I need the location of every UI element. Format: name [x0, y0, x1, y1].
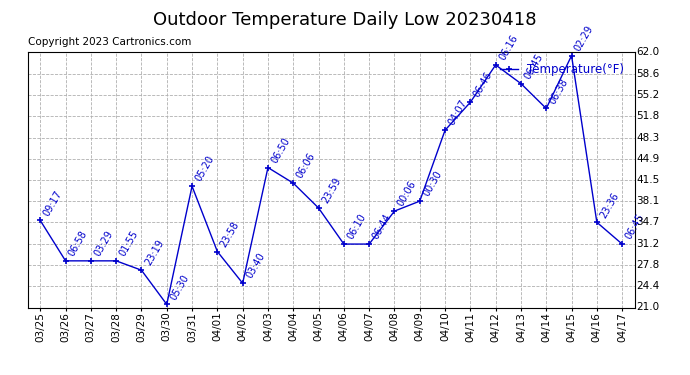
Text: 03:40: 03:40 — [244, 251, 266, 280]
Temperature(°F) — [415, 199, 424, 203]
Line: Temperature(°F): Temperature(°F) — [37, 52, 626, 308]
Text: 55.2: 55.2 — [636, 90, 659, 100]
Text: 27.8: 27.8 — [636, 260, 659, 270]
Temperature(°F) — [517, 81, 525, 86]
Text: 06:46: 06:46 — [472, 70, 494, 99]
Text: 06:16: 06:16 — [497, 33, 520, 62]
Text: 01:55: 01:55 — [117, 229, 140, 258]
Temperature(°F) — [567, 53, 575, 58]
Text: 05:20: 05:20 — [193, 154, 216, 183]
Temperature(°F) — [441, 128, 449, 132]
Temperature(°F) — [466, 100, 475, 105]
Temperature(°F) — [213, 249, 221, 254]
Text: 03:29: 03:29 — [92, 229, 115, 258]
Text: 06:58: 06:58 — [67, 229, 90, 258]
Temperature(°F) — [593, 220, 601, 225]
Temperature(°F) — [264, 165, 272, 170]
Temperature(°F) — [163, 302, 171, 307]
Text: 23:58: 23:58 — [219, 219, 241, 249]
Text: 24.4: 24.4 — [636, 281, 659, 291]
Text: 34.7: 34.7 — [636, 217, 659, 227]
Text: 06:44: 06:44 — [371, 212, 393, 241]
Text: 21.0: 21.0 — [636, 303, 659, 312]
Text: 23:59: 23:59 — [320, 176, 343, 205]
Text: Outdoor Temperature Daily Low 20230418: Outdoor Temperature Daily Low 20230418 — [153, 11, 537, 29]
Text: 09:17: 09:17 — [41, 189, 64, 218]
Temperature(°F) — [289, 181, 297, 185]
Temperature(°F) — [61, 259, 70, 263]
Text: 00:30: 00:30 — [421, 170, 444, 198]
Text: 51.8: 51.8 — [636, 111, 659, 121]
Temperature(°F) — [365, 242, 373, 246]
Text: 62.0: 62.0 — [636, 48, 659, 57]
Text: 06:45: 06:45 — [624, 212, 646, 241]
Text: 48.3: 48.3 — [636, 133, 659, 143]
Temperature(°F) — [137, 268, 146, 272]
Temperature(°F) — [542, 106, 551, 111]
Legend: Temperature(°F): Temperature(°F) — [495, 58, 629, 81]
Text: 02:29: 02:29 — [573, 24, 595, 53]
Text: 06:38: 06:38 — [548, 76, 570, 106]
Text: 06:45: 06:45 — [522, 52, 545, 81]
Text: 41.5: 41.5 — [636, 175, 659, 185]
Temperature(°F) — [87, 259, 95, 263]
Text: 04:07: 04:07 — [446, 98, 469, 128]
Temperature(°F) — [618, 242, 627, 246]
Temperature(°F) — [391, 209, 399, 213]
Text: 58.6: 58.6 — [636, 69, 659, 79]
Text: Copyright 2023 Cartronics.com: Copyright 2023 Cartronics.com — [28, 38, 191, 47]
Text: 44.9: 44.9 — [636, 154, 659, 164]
Text: 23:36: 23:36 — [598, 190, 621, 219]
Text: 06:06: 06:06 — [295, 151, 317, 180]
Temperature(°F) — [315, 206, 323, 210]
Text: 31.2: 31.2 — [636, 239, 659, 249]
Temperature(°F) — [188, 184, 196, 189]
Text: 00:06: 00:06 — [396, 179, 418, 209]
Temperature(°F) — [36, 218, 44, 223]
Temperature(°F) — [339, 242, 348, 246]
Text: 05:30: 05:30 — [168, 273, 190, 302]
Temperature(°F) — [239, 281, 247, 285]
Text: 38.1: 38.1 — [636, 196, 659, 206]
Text: 06:50: 06:50 — [269, 136, 292, 165]
Temperature(°F) — [491, 63, 500, 67]
Text: 06:10: 06:10 — [345, 212, 368, 241]
Temperature(°F) — [112, 259, 120, 263]
Text: 23:19: 23:19 — [143, 238, 166, 267]
